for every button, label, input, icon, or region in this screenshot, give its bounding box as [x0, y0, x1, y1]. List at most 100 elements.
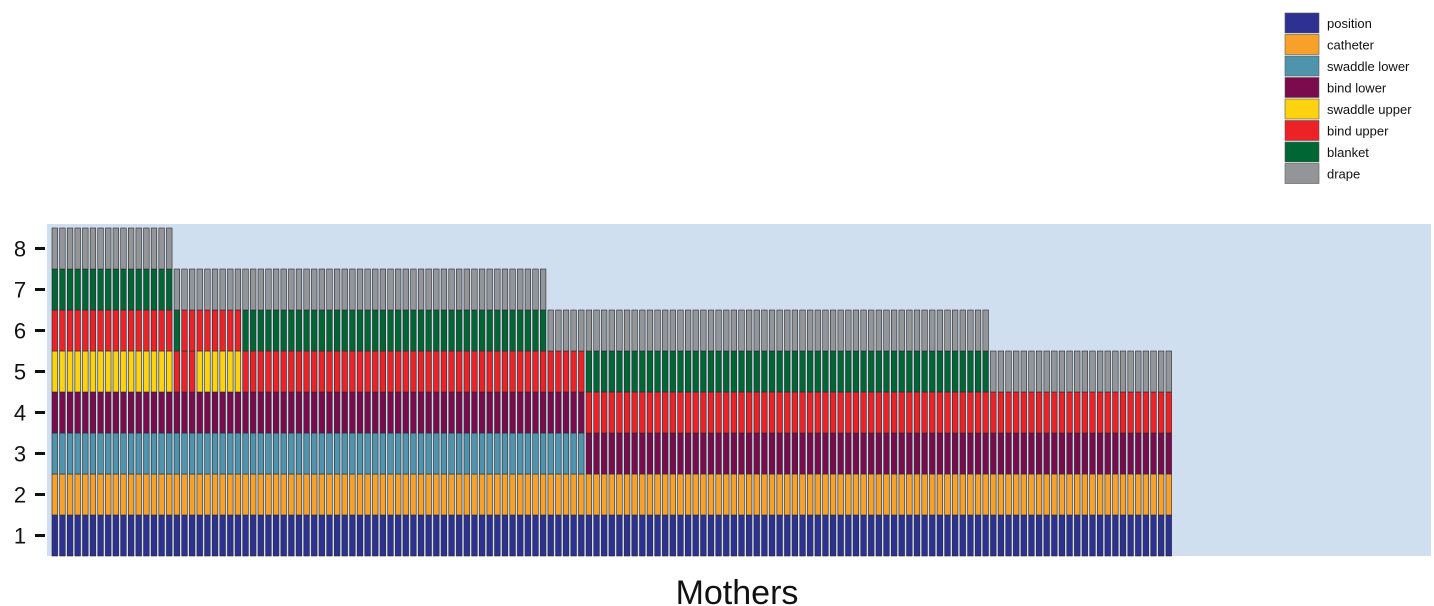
- bar-tile-position: [1074, 514, 1081, 557]
- bar-tile-bind-lower: [715, 432, 722, 475]
- bar-tile-bind-upper: [349, 350, 356, 393]
- bar-tile-blanket: [890, 350, 898, 393]
- legend-label-catheter: catheter: [1327, 38, 1375, 53]
- x-axis-label: Mothers: [676, 574, 799, 606]
- bar-tile-bind-lower: [639, 432, 646, 475]
- bar-tile-position: [166, 514, 173, 557]
- bar-tile-blanket: [372, 309, 379, 352]
- bar-tile-blanket: [410, 309, 417, 352]
- bar-tile-bind-lower: [623, 432, 631, 475]
- bar-tile-blanket: [601, 350, 608, 393]
- bar-tile-drape: [234, 268, 242, 311]
- legend-label-drape: drape: [1327, 167, 1360, 182]
- bar-tile-bind-lower: [463, 391, 470, 434]
- bar-tile-catheter: [74, 473, 81, 516]
- bar-tile-swaddle-upper: [166, 350, 173, 393]
- bar-tile-position: [402, 514, 409, 557]
- bar-tile-bind-lower: [723, 432, 730, 475]
- bar-tile-swaddle-lower: [318, 432, 325, 475]
- bar-tile-position: [990, 514, 997, 557]
- bar-tile-bind-lower: [890, 432, 898, 475]
- bar-tile-bind-upper: [692, 391, 699, 434]
- bar-tile-blanket: [540, 309, 547, 352]
- bar-tile-position: [608, 514, 615, 557]
- bar-tile-bind-lower: [181, 391, 188, 434]
- bar-tile-bind-lower: [1074, 432, 1081, 475]
- bar-tile-drape: [677, 309, 684, 352]
- bar-tile-bind-upper: [150, 309, 158, 352]
- bar-tile-catheter: [1020, 473, 1027, 516]
- bar-tile-blanket: [730, 350, 737, 393]
- y-tick-label: 3: [14, 442, 26, 467]
- bar-tile-swaddle-upper: [227, 350, 234, 393]
- bar-tile-bind-lower: [173, 391, 180, 434]
- bar-tile-drape: [1066, 350, 1073, 393]
- bar-tile-bind-upper: [601, 391, 608, 434]
- bar-tile-blanket: [326, 309, 333, 352]
- bar-tile-swaddle-upper: [158, 350, 165, 393]
- bar-tile-drape: [181, 268, 188, 311]
- bar-tile-drape: [1127, 350, 1134, 393]
- bar-tile-bind-upper: [776, 391, 783, 434]
- bar-tile-bind-upper: [211, 309, 219, 352]
- bar-tile-drape: [776, 309, 783, 352]
- bar-tile-catheter: [196, 473, 203, 516]
- bar-tile-bind-upper: [883, 391, 890, 434]
- bar-tile-swaddle-lower: [211, 432, 219, 475]
- bar-tile-position: [1089, 514, 1096, 557]
- bar-tile-bind-lower: [982, 432, 989, 475]
- bar-tile-bind-lower: [311, 391, 318, 434]
- bar-tile-bind-upper: [1043, 391, 1050, 434]
- bar-tile-bind-upper: [1158, 391, 1165, 434]
- bar-tile-position: [173, 514, 180, 557]
- bar-tile-swaddle-lower: [402, 432, 409, 475]
- bar-tile-bind-upper: [74, 309, 81, 352]
- bar-tile-catheter: [494, 473, 501, 516]
- bar-tile-bind-lower: [845, 432, 852, 475]
- bar-tile-position: [105, 514, 112, 557]
- bar-tile-catheter: [990, 473, 997, 516]
- bar-tile-position: [623, 514, 631, 557]
- bar-tile-catheter: [814, 473, 821, 516]
- bar-tile-swaddle-lower: [540, 432, 547, 475]
- bar-tile-drape: [463, 268, 470, 311]
- bar-tile-drape: [700, 309, 707, 352]
- bar-tile-catheter: [662, 473, 669, 516]
- bar-tile-position: [959, 514, 966, 557]
- bar-tile-drape: [1112, 350, 1119, 393]
- bar-tile-bind-lower: [143, 391, 150, 434]
- bar-tile-drape: [890, 309, 898, 352]
- bar-tile-swaddle-upper: [143, 350, 150, 393]
- bar-tile-position: [1020, 514, 1027, 557]
- bar-tile-swaddle-lower: [532, 432, 539, 475]
- bar-tile-position: [631, 514, 638, 557]
- bar-tile-catheter: [440, 473, 448, 516]
- bar-tile-catheter: [532, 473, 539, 516]
- bar-tile-blanket: [486, 309, 493, 352]
- bar-tile-blanket: [532, 309, 539, 352]
- bar-tile-catheter: [700, 473, 707, 516]
- bar-tile-position: [997, 514, 1005, 557]
- bar-tile-swaddle-lower: [59, 432, 66, 475]
- bar-tile-blanket: [799, 350, 806, 393]
- bar-tile-drape: [1013, 350, 1020, 393]
- bar-tile-blanket: [952, 350, 959, 393]
- bar-tile-drape: [494, 268, 501, 311]
- bar-tile-drape: [272, 268, 280, 311]
- bar-tile-blanket: [456, 309, 463, 352]
- bar-tile-catheter: [272, 473, 280, 516]
- bar-tile-catheter: [1150, 473, 1157, 516]
- bar-tile-blanket: [646, 350, 654, 393]
- bar-tile-position: [890, 514, 898, 557]
- bar-tile-drape: [845, 309, 852, 352]
- bar-tile-drape: [334, 268, 341, 311]
- bar-tile-bind-lower: [219, 391, 226, 434]
- bar-tile-catheter: [59, 473, 66, 516]
- bar-tile-bind-upper: [242, 350, 249, 393]
- bar-tile-blanket: [97, 268, 104, 311]
- bar-tile-position: [761, 514, 768, 557]
- bar-tile-bind-lower: [66, 391, 74, 434]
- bar-tile-bind-lower: [250, 391, 257, 434]
- bar-tile-bind-upper: [120, 309, 127, 352]
- bar-tile-swaddle-upper: [97, 350, 104, 393]
